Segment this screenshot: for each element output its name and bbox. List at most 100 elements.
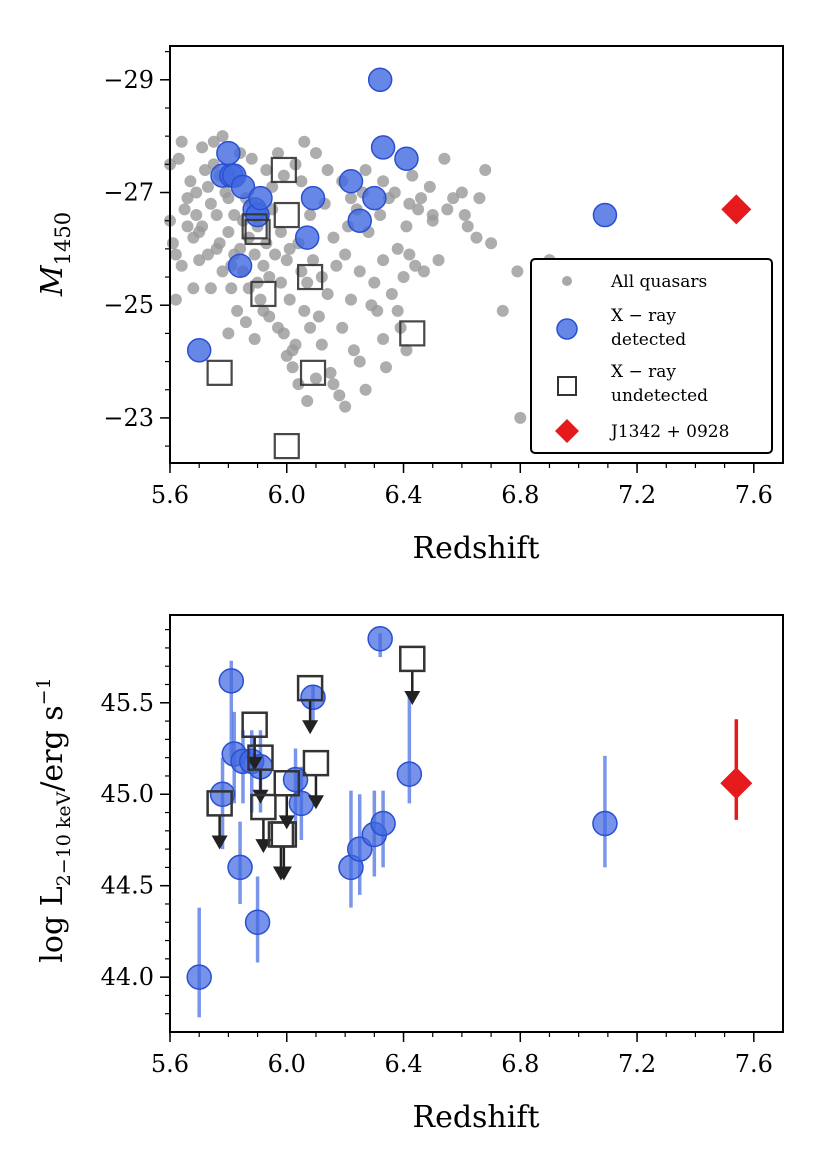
all-quasars-point — [207, 135, 220, 148]
all-quasars-point — [324, 366, 337, 379]
all-quasars-point — [181, 220, 194, 233]
all-quasars-point — [447, 192, 460, 205]
top-x-tick-label: 6.8 — [501, 481, 539, 509]
legend-marker-xray-detected — [556, 318, 578, 340]
all-quasars-point — [298, 135, 311, 148]
all-quasars-point — [458, 209, 471, 222]
all-quasars-point — [455, 186, 468, 199]
upper-limit-arrow-head — [302, 720, 319, 735]
legend-marker-xray-undetected — [557, 376, 577, 396]
bottom-y-label-suffix: /erg s — [35, 705, 70, 791]
xray-detected-point — [370, 810, 396, 837]
upper-limit-arrow-head — [252, 789, 269, 804]
upper-limit-arrow-head — [307, 795, 324, 810]
xray-undetected-point — [296, 674, 324, 702]
xray-detected-point — [347, 208, 372, 233]
all-quasars-points — [164, 130, 556, 424]
all-quasars-point — [470, 231, 483, 244]
all-quasars-point — [511, 265, 524, 278]
bottom-y-label-main: log L — [35, 886, 70, 962]
top-x-tick-label: 5.6 — [151, 481, 189, 509]
all-quasars-point — [248, 248, 261, 261]
xray-detected-point — [186, 964, 212, 990]
upper-limit-arrow-head — [211, 835, 228, 850]
xray-undetected-point — [244, 218, 271, 246]
upper-limit-arrow-head — [255, 839, 272, 854]
xray-detected-point — [227, 854, 253, 881]
all-quasars-point — [391, 304, 404, 317]
top-x-tick-label: 6.4 — [384, 481, 422, 509]
bottom-y-ticks: 44.0 44.5 45.0 45.5 — [101, 629, 170, 1015]
all-quasars-point — [248, 333, 261, 346]
all-quasars-point — [295, 175, 308, 188]
all-quasars-point — [406, 169, 419, 182]
xray-undetected-point — [241, 711, 268, 738]
all-quasars-point — [344, 293, 357, 306]
all-quasars-point — [274, 225, 287, 238]
legend-marker-all-quasars — [562, 276, 572, 286]
all-quasars-point — [298, 304, 311, 317]
all-quasars-point — [196, 141, 209, 154]
xray-undetected-points — [206, 156, 426, 460]
bottom-y-label-superscript: −1 — [33, 677, 55, 705]
all-quasars-point — [400, 344, 413, 357]
upper-limit-points — [206, 645, 426, 881]
top-y-tick-label: −23 — [103, 404, 154, 432]
upper-limit-arrow-head — [404, 690, 421, 705]
all-quasars-point — [269, 248, 282, 261]
all-quasars-point — [327, 378, 340, 391]
all-quasars-point — [210, 209, 223, 222]
all-quasars-point — [330, 259, 343, 272]
top-x-tick-label: 6.0 — [268, 481, 306, 509]
all-quasars-point — [234, 242, 247, 255]
all-quasars-point — [254, 293, 267, 306]
legend-label-xray-undetected-line1: X − ray — [611, 362, 676, 382]
all-quasars-point — [216, 265, 229, 278]
bottom-x-ticks: 5.6 6.0 6.4 6.8 7.2 7.6 — [151, 1032, 773, 1078]
all-quasars-point — [280, 254, 293, 267]
all-quasars-point — [263, 271, 276, 284]
all-quasars-point — [327, 231, 340, 244]
all-quasars-point — [333, 389, 346, 402]
xray-undetected-point — [297, 263, 324, 291]
xray-detected-point — [282, 766, 309, 793]
all-quasars-point — [368, 276, 381, 289]
xray-detected-point — [300, 185, 326, 211]
xray-detected-point — [300, 684, 326, 711]
all-quasars-point — [274, 276, 287, 289]
xray-detected-point — [294, 225, 320, 250]
j1342-point — [721, 194, 752, 225]
top-y-tick-label: −25 — [103, 291, 154, 319]
all-quasars-point — [339, 400, 352, 413]
legend-label-xray-detected-line1: X − ray — [611, 306, 676, 326]
all-quasars-point — [190, 209, 203, 222]
bottom-y-tick-label: 44.0 — [101, 963, 154, 991]
top-y-tick-label: −27 — [103, 179, 154, 207]
all-quasars-point — [347, 344, 360, 357]
bottom-x-tick-label: 6.4 — [384, 1050, 422, 1078]
bottom-x-tick-label: 7.6 — [735, 1050, 773, 1078]
xray-undetected-point — [206, 359, 233, 386]
all-quasars-point — [432, 254, 445, 267]
all-quasars-point — [473, 192, 486, 205]
xray-undetected-point — [273, 770, 301, 797]
bottom-axes-frame — [169, 614, 784, 1033]
all-quasars-point — [344, 192, 357, 205]
xray-undetected-point — [299, 359, 327, 386]
all-quasars-point — [301, 276, 314, 289]
bottom-x-tick-label: 6.8 — [501, 1050, 539, 1078]
all-quasars-point — [377, 175, 390, 188]
all-quasars-point — [184, 175, 197, 188]
bottom-x-axis-label: Redshift — [412, 1100, 539, 1135]
bottom-y-tick-label: 45.5 — [101, 689, 154, 717]
legend-label-xray-undetected-line2: undetected — [611, 386, 708, 406]
all-quasars-point — [187, 282, 200, 295]
upper-limit-arrow-head — [275, 866, 292, 881]
xray-detected-point — [218, 668, 245, 694]
all-quasars-point — [321, 287, 334, 300]
all-quasars-point — [391, 242, 404, 255]
all-quasars-point — [359, 163, 372, 176]
xray-undetected-point — [247, 744, 274, 771]
xray-detected-point — [592, 202, 618, 228]
all-quasars-point — [272, 147, 285, 160]
